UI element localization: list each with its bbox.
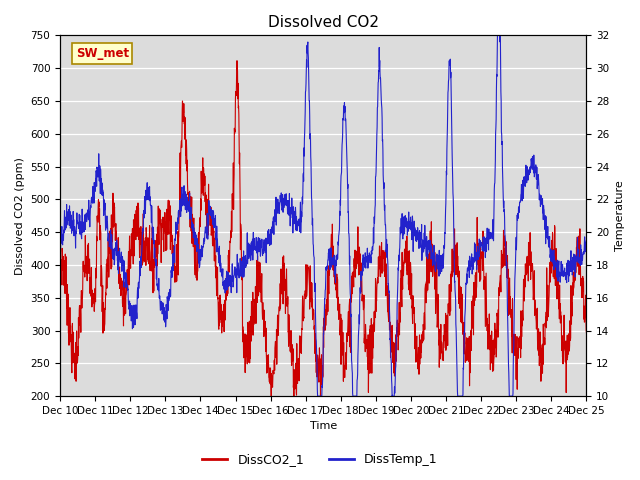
DissTemp_1	[56, 243, 64, 249]
DissTemp_1	[568, 262, 575, 268]
Line: DissTemp_1: DissTemp_1	[60, 36, 586, 396]
DissTemp_1	[312, 336, 320, 341]
DissTemp_1	[314, 393, 321, 399]
DissCO2_1	[233, 58, 241, 63]
DissTemp_1	[471, 255, 479, 261]
DissCO2_1	[582, 330, 590, 336]
Y-axis label: Dissolved CO2 (ppm): Dissolved CO2 (ppm)	[15, 157, 25, 275]
DissCO2_1	[56, 244, 64, 250]
DissTemp_1	[493, 33, 501, 38]
X-axis label: Time: Time	[310, 421, 337, 432]
Text: SW_met: SW_met	[76, 47, 129, 60]
DissTemp_1	[83, 216, 91, 222]
DissTemp_1	[298, 204, 306, 210]
DissCO2_1	[568, 300, 575, 305]
Legend: DissCO2_1, DissTemp_1: DissCO2_1, DissTemp_1	[197, 448, 443, 471]
Y-axis label: Temperature: Temperature	[615, 180, 625, 251]
DissCO2_1	[568, 321, 575, 327]
Title: Dissolved CO2: Dissolved CO2	[268, 15, 379, 30]
DissCO2_1	[268, 393, 275, 399]
DissTemp_1	[568, 258, 575, 264]
DissCO2_1	[313, 352, 321, 358]
DissCO2_1	[299, 293, 307, 299]
DissTemp_1	[582, 238, 590, 243]
DissCO2_1	[83, 253, 91, 259]
Line: DissCO2_1: DissCO2_1	[60, 60, 586, 396]
DissCO2_1	[471, 281, 479, 287]
